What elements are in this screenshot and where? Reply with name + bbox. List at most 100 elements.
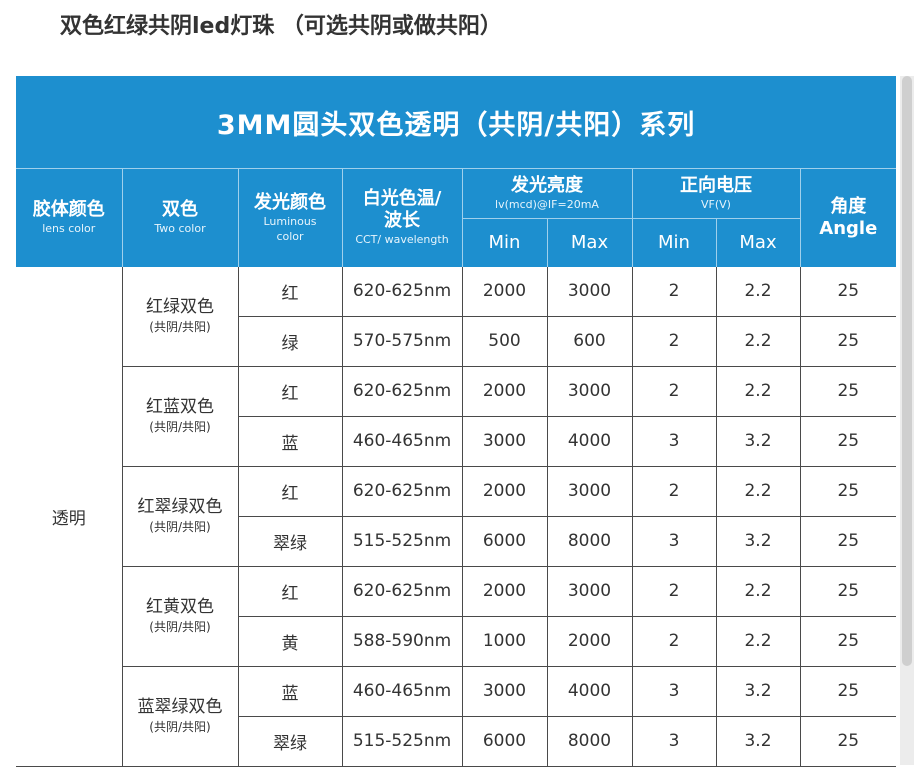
cell-vf-min: 3 [631,666,716,717]
table-row: 透明 红绿双色 (共阴/共阳) 红 620-625nm 2000 3000 2 2.2 25 [16,266,897,767]
cell-angle: 25 [799,366,897,417]
cell-lv-min: 2000 [461,466,547,517]
two-color-note: (共阴/共阳) [149,520,211,534]
table-banner-row: 3MM圆头双色透明（共阴/共阳）系列 [16,76,897,169]
cell-vf-max: 2.2 [715,366,800,417]
header-cct-main2: 波长 [384,210,420,232]
two-color-name: 蓝翠绿双色 [137,697,223,717]
cell-vf-min: 3 [631,716,716,767]
header-voltage: 正向电压 VF(V) [631,168,800,219]
cell-vf-min: 2 [631,616,716,667]
cell-wavelength: 620-625nm [341,566,462,617]
cell-angle: 25 [799,666,897,717]
header-voltage-main: 正向电压 [680,175,752,196]
header-angle-main: 角度 [830,195,867,217]
cell-vf-max: 3.2 [715,716,800,767]
cell-lv-max: 3000 [546,566,632,617]
cell-lv-min: 3000 [461,666,547,717]
scrollbar-track[interactable] [900,76,914,765]
header-row: 胶体颜色 lens color 双色 Two color 发光颜色 Lumino… [16,168,897,267]
cell-angle: 25 [799,466,897,517]
cell-lv-min: 3000 [461,416,547,467]
table-row: 红蓝双色 (共阴/共阳) 红 620-625nm 2000 3000 2 2.2 25 [16,366,897,467]
cell-angle: 25 [799,566,897,617]
cell-color: 红 [237,566,342,617]
cell-color: 翠绿 [237,716,342,767]
table-row: 绿 570-575nm 500 600 2 2.2 25 [16,316,897,367]
cell-wavelength: 588-590nm [341,616,462,667]
table-row: 蓝 460-465nm 3000 4000 3 3.2 25 [16,416,897,467]
header-brightness: 发光亮度 lv(mcd)@IF=20mA [461,168,632,219]
header-lens-sub: lens color [42,222,96,236]
cell-vf-max: 3.2 [715,666,800,717]
header-voltage-sub: VF(V) [701,198,731,211]
cell-vf-min: 2 [631,316,716,367]
header-voltage-min: Min [631,218,716,267]
cell-vf-min: 2 [631,366,716,417]
header-luminous-sub1: Luminous [263,214,317,228]
cell-lv-min: 2000 [461,566,547,617]
header-two-color-sub: Two color [154,222,206,236]
cell-wavelength: 460-465nm [341,666,462,717]
table-row: 红翠绿双色 (共阴/共阳) 红 620-625nm 2000 3000 2 2.2 25 [16,466,897,567]
cell-lv-min: 2000 [461,266,547,317]
cell-vf-min: 3 [631,416,716,467]
cell-wavelength: 515-525nm [341,516,462,567]
cell-wavelength: 620-625nm [341,466,462,517]
header-angle: 角度 Angle [799,168,897,267]
cell-vf-max: 3.2 [715,416,800,467]
two-color-note: (共阴/共阳) [149,620,211,634]
table-banner-title: 3MM圆头双色透明（共阴/共阳）系列 [16,76,897,169]
two-color-name: 红蓝双色 [146,397,214,417]
cell-vf-min: 2 [631,466,716,517]
header-cct-wavelength: 白光色温/ 波长 CCT/ wavelength [341,168,462,267]
two-color-cell: 蓝翠绿双色 (共阴/共阳) [121,666,238,767]
cell-lv-min: 1000 [461,616,547,667]
header-cct-main1: 白光色温/ [362,188,442,210]
cell-lv-max: 2000 [546,616,632,667]
header-luminous-main: 发光颜色 [254,191,326,213]
cell-lv-max: 600 [546,316,632,367]
cell-color: 红 [237,466,342,517]
table-row: 黄 588-590nm 1000 2000 2 2.2 25 [16,616,897,667]
cell-lv-max: 8000 [546,716,632,767]
cell-wavelength: 620-625nm [341,366,462,417]
cell-color: 红 [237,266,342,317]
two-color-name: 红翠绿双色 [137,497,223,517]
two-color-cell: 红翠绿双色 (共阴/共阳) [121,466,238,567]
cell-color: 翠绿 [237,516,342,567]
cell-wavelength: 515-525nm [341,716,462,767]
cell-wavelength: 460-465nm [341,416,462,467]
header-two-color-main: 双色 [162,199,198,221]
page-heading: 双色红绿共阴led灯珠 （可选共阴或做共阳） [60,14,502,39]
table-row: 红黄双色 (共阴/共阳) 红 620-625nm 2000 3000 2 2.2 25 [16,566,897,667]
cell-wavelength: 620-625nm [341,266,462,317]
cell-lv-min: 6000 [461,716,547,767]
cell-lv-min: 2000 [461,366,547,417]
cell-lv-min: 6000 [461,516,547,567]
cell-vf-min: 2 [631,566,716,617]
cell-vf-max: 2.2 [715,316,800,367]
cell-angle: 25 [799,516,897,567]
cell-lv-max: 4000 [546,666,632,717]
cell-lv-max: 3000 [546,466,632,517]
two-color-note: (共阴/共阳) [149,420,211,434]
cell-angle: 25 [799,266,897,317]
header-two-color: 双色 Two color [121,168,238,267]
table-row: 蓝翠绿双色 (共阴/共阳) 蓝 460-465nm 3000 4000 3 3.2 25 [16,666,897,767]
header-brightness-main: 发光亮度 [511,175,583,196]
header-luminous-color: 发光颜色 Luminous color [237,168,342,267]
two-color-cell: 红黄双色 (共阴/共阳) [121,566,238,667]
cell-vf-max: 3.2 [715,516,800,567]
scrollbar-thumb[interactable] [902,76,912,666]
header-voltage-max: Max [715,218,800,267]
cell-lv-max: 3000 [546,266,632,317]
cell-vf-min: 2 [631,266,716,317]
header-luminous-sub2: color [276,229,304,243]
cell-angle: 25 [799,316,897,367]
cell-vf-max: 2.2 [715,566,800,617]
header-subrow: Min Max Min Max [16,218,896,267]
two-color-name: 红绿双色 [146,297,214,317]
header-angle-sub: Angle [819,217,878,239]
two-color-name: 红黄双色 [146,597,214,617]
